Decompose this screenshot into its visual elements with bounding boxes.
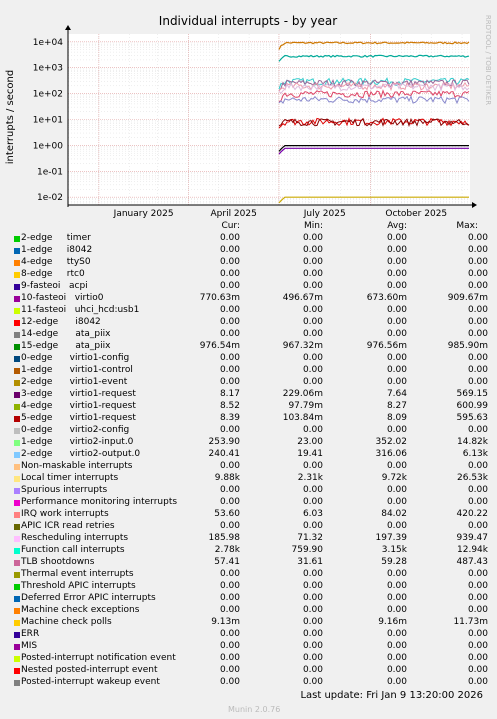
series-line: [278, 41, 470, 50]
series-line: [278, 196, 469, 204]
tick-labels: 1e-02 1e-01 1e+00 1e+01 1e+02 1e+03 1e+04 Janua…: [33, 38, 447, 219]
y-tick-label: 1e+02: [33, 90, 63, 100]
y-tick-label: 1e-02: [37, 193, 63, 203]
rrdtool-side-label: RRDTOOL / TOBI OETIKER: [484, 15, 492, 105]
series-line: [278, 147, 469, 155]
series-line: [278, 77, 470, 90]
y-axis-label: interrupts / second: [5, 70, 16, 164]
x-tick-label: July 2025: [303, 209, 346, 219]
series-line: [278, 94, 470, 105]
y-tick-label: 1e+01: [33, 116, 63, 126]
y-tick-label: 1e+04: [33, 38, 64, 48]
grid: [67, 34, 470, 206]
series-line: [278, 145, 469, 152]
series-line: [278, 117, 470, 129]
x-tick-label: April 2025: [211, 209, 257, 219]
series-group: [278, 41, 470, 204]
x-axis-arrow: [472, 202, 477, 208]
series-line: [278, 89, 470, 103]
series-line: [278, 81, 470, 92]
x-tick-label: January 2025: [113, 209, 174, 219]
series-line: [278, 78, 470, 92]
chart-title: Individual interrupts - by year: [159, 14, 337, 28]
series-line: [278, 117, 470, 128]
x-tick-label: October 2025: [385, 209, 447, 219]
series-line: [278, 54, 470, 62]
y-axis-arrow: [65, 25, 71, 30]
y-tick-label: 1e-01: [37, 167, 63, 177]
series-line: [278, 82, 470, 94]
y-tick-label: 1e+03: [33, 64, 63, 74]
y-tick-label: 1e+00: [33, 141, 64, 151]
